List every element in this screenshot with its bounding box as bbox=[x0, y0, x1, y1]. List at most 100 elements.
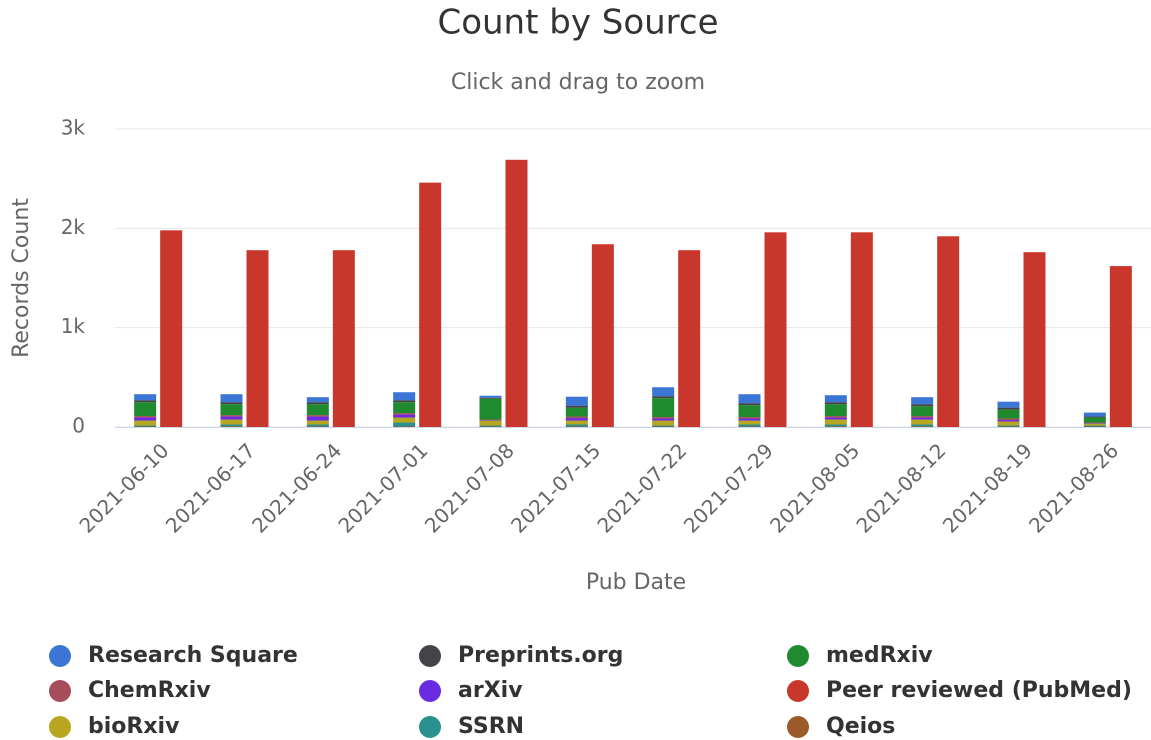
bar-segment bbox=[479, 395, 502, 398]
x-tick-label: 2021-08-19 bbox=[938, 438, 1037, 537]
x-tick-label: 2021-08-12 bbox=[851, 438, 950, 537]
y-tick-label: 0 bbox=[72, 414, 85, 438]
bar-segment bbox=[997, 401, 1020, 408]
bar-segment bbox=[738, 394, 761, 404]
bar-segment bbox=[911, 416, 934, 418]
bar-segment bbox=[220, 416, 243, 420]
x-tick-label: 2021-08-26 bbox=[1024, 438, 1123, 537]
x-tick-label: 2021-06-10 bbox=[74, 438, 173, 537]
x-tick-label: 2021-07-29 bbox=[679, 438, 778, 537]
bar-segment bbox=[565, 416, 588, 419]
legend-label: medRxiv bbox=[826, 643, 933, 668]
x-tick-label: 2021-07-15 bbox=[506, 438, 605, 537]
y-axis-title: Records Count bbox=[9, 198, 34, 358]
bar-segment bbox=[911, 406, 934, 417]
legend-label: Research Square bbox=[88, 643, 298, 668]
chart-subtitle: Click and drag to zoom bbox=[451, 70, 705, 95]
legend-marker bbox=[419, 680, 441, 702]
bar-segment bbox=[911, 404, 934, 407]
y-tick-label: 1k bbox=[61, 314, 86, 338]
bar-segment bbox=[505, 159, 528, 427]
bar-segment bbox=[565, 424, 588, 427]
bar-segment bbox=[1109, 266, 1132, 427]
bar-segment bbox=[1083, 416, 1106, 418]
bar-segment bbox=[652, 420, 675, 426]
bar-segment bbox=[1023, 252, 1046, 427]
bar-segment bbox=[306, 415, 329, 417]
bar-segment bbox=[479, 397, 502, 399]
legend-marker bbox=[787, 645, 809, 667]
bar-segment bbox=[220, 402, 243, 405]
bar-segment bbox=[738, 418, 761, 421]
legend-label: bioRxiv bbox=[88, 714, 180, 739]
bar-segment bbox=[738, 424, 761, 427]
bar-segment bbox=[911, 417, 934, 420]
bar-segment bbox=[678, 250, 701, 427]
chart-title: Count by Source bbox=[437, 3, 718, 43]
bar-segment bbox=[134, 402, 157, 417]
x-tick-label: 2021-06-17 bbox=[161, 438, 260, 537]
bar-segment bbox=[134, 394, 157, 401]
bar-segment bbox=[652, 396, 675, 399]
x-axis-title: Pub Date bbox=[586, 570, 686, 595]
bar-segment bbox=[824, 404, 847, 417]
legend-label: Qeios bbox=[826, 714, 895, 739]
bar-segment bbox=[997, 409, 1020, 419]
x-tick-label: 2021-06-24 bbox=[247, 438, 346, 537]
x-tick-label: 2021-08-05 bbox=[765, 438, 864, 537]
bar-segment bbox=[824, 402, 847, 405]
bar-segment bbox=[306, 420, 329, 425]
legend-marker bbox=[787, 716, 809, 738]
x-tick-label: 2021-07-08 bbox=[420, 438, 519, 537]
bar-segment bbox=[134, 400, 157, 403]
bar-segment bbox=[134, 425, 157, 427]
bar-segment bbox=[591, 244, 614, 427]
bar-segment bbox=[824, 419, 847, 425]
bar-segment bbox=[565, 396, 588, 406]
bar-segment bbox=[419, 182, 442, 427]
bar-segment bbox=[911, 397, 934, 405]
legend-label: SSRN bbox=[458, 714, 524, 739]
y-tick-label: 3k bbox=[61, 116, 86, 140]
bar-segment bbox=[306, 397, 329, 403]
bar-segment bbox=[393, 413, 416, 415]
bar-segment bbox=[1083, 412, 1106, 417]
bar-segment bbox=[220, 424, 243, 427]
bar-segment bbox=[134, 420, 157, 426]
legend-marker bbox=[49, 716, 71, 738]
bar-segment bbox=[565, 407, 588, 417]
bar-segment bbox=[479, 398, 502, 420]
bar-segment bbox=[997, 420, 1020, 422]
legend-marker bbox=[419, 716, 441, 738]
bar-segment bbox=[911, 424, 934, 427]
legend-marker bbox=[419, 645, 441, 667]
bar-segment bbox=[220, 419, 243, 425]
bar-segment bbox=[850, 232, 873, 427]
bar-segment bbox=[393, 392, 416, 401]
bar-segment bbox=[824, 424, 847, 427]
legend-label: arXiv bbox=[458, 678, 523, 703]
bar-segment bbox=[997, 421, 1020, 426]
bar-segment bbox=[565, 418, 588, 421]
bar-segment bbox=[738, 405, 761, 418]
legend-label: ChemRxiv bbox=[88, 678, 211, 703]
bar-segment bbox=[652, 418, 675, 421]
bar-segment bbox=[220, 404, 243, 416]
bar-segment bbox=[1083, 425, 1106, 427]
bar-segment bbox=[764, 232, 787, 427]
bar-segment bbox=[911, 419, 934, 425]
bar-segment bbox=[652, 398, 675, 418]
x-tick-label: 2021-07-22 bbox=[592, 438, 691, 537]
bar-segment bbox=[306, 404, 329, 416]
bar-segment bbox=[393, 422, 416, 427]
bar-segment bbox=[393, 417, 416, 423]
bar-segment bbox=[479, 420, 502, 426]
legend-marker bbox=[787, 680, 809, 702]
bar-segment bbox=[220, 394, 243, 403]
legend-label: Preprints.org bbox=[458, 643, 623, 668]
bar-segment bbox=[1083, 417, 1106, 423]
legend-marker bbox=[49, 645, 71, 667]
bar-segment bbox=[246, 250, 269, 427]
bar-segment bbox=[306, 402, 329, 405]
